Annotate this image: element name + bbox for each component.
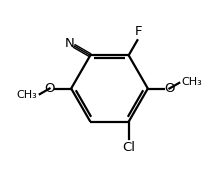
Text: CH₃: CH₃ — [16, 90, 37, 100]
Text: O: O — [164, 82, 175, 95]
Text: Cl: Cl — [122, 141, 135, 154]
Text: CH₃: CH₃ — [182, 77, 203, 87]
Text: F: F — [134, 25, 142, 38]
Text: N: N — [65, 37, 75, 50]
Text: O: O — [44, 82, 55, 95]
